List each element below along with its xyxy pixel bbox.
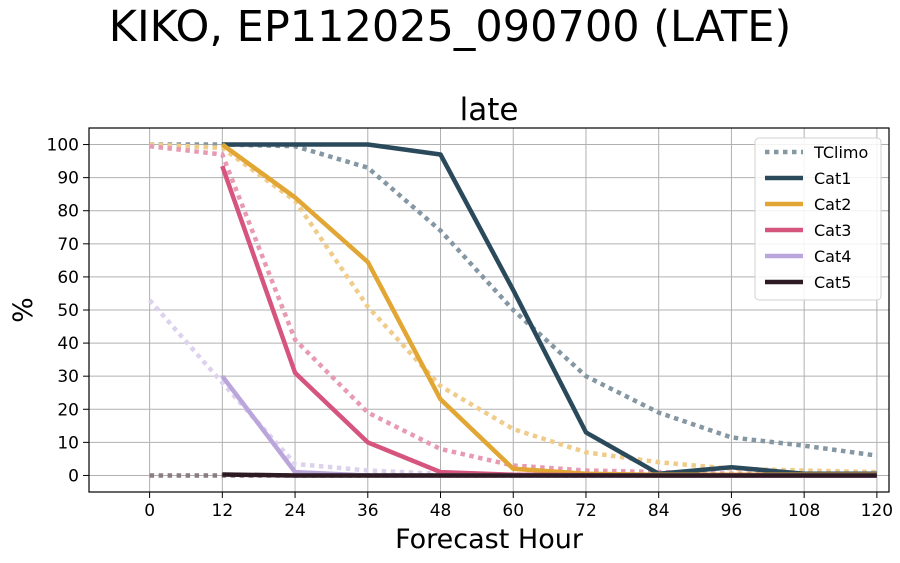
x-tick-label: 84 [648, 501, 670, 521]
y-tick-label: 80 [57, 202, 79, 222]
series-line-cat5 [222, 472, 877, 478]
y-tick-label: 40 [57, 334, 79, 354]
figure-title: KIKO, EP112025_090700 (LATE) [108, 2, 792, 52]
y-tick-label: 50 [57, 301, 79, 321]
plot-area [147, 142, 878, 478]
y-axis-ticks: 0 10 20 30 40 50 60 70 80 90 100 [47, 136, 89, 486]
legend-label: Cat5 [814, 273, 851, 292]
x-axis-ticks: 0 12 24 36 48 60 72 84 96 108 120 [144, 492, 893, 521]
plot-title: late [460, 92, 519, 128]
x-tick-label: 108 [788, 501, 820, 521]
y-tick-label: 70 [57, 235, 79, 255]
series-line-cat4 [220, 374, 877, 478]
x-tick-label: 12 [212, 501, 234, 521]
y-tick-label: 100 [47, 136, 79, 156]
x-tick-label: 72 [575, 501, 597, 521]
legend: TClimo Cat1 Cat2 Cat3 Cat4 Cat5 [754, 137, 882, 301]
x-tick-label: 36 [357, 501, 379, 521]
y-tick-label: 90 [57, 169, 79, 189]
series-line-cat1 [222, 142, 877, 477]
x-tick-label: 120 [861, 501, 893, 521]
legend-label: Cat4 [814, 247, 851, 266]
y-tick-label: 10 [57, 433, 79, 453]
x-axis-label: Forecast Hour [395, 524, 584, 555]
y-tick-label: 30 [57, 367, 79, 387]
x-tick-label: 48 [430, 501, 452, 521]
legend-label: Cat1 [814, 169, 851, 188]
x-tick-label: 0 [144, 501, 155, 521]
y-axis-label: % [8, 297, 39, 323]
legend-label: Cat3 [814, 221, 851, 240]
x-tick-label: 96 [721, 501, 743, 521]
y-tick-label: 20 [57, 400, 79, 420]
y-tick-label: 60 [57, 268, 79, 288]
legend-label: Cat2 [814, 195, 851, 214]
y-tick-label: 0 [68, 466, 79, 486]
legend-label: TClimo [813, 143, 868, 162]
x-tick-label: 60 [502, 501, 524, 521]
x-tick-label: 24 [284, 501, 306, 521]
